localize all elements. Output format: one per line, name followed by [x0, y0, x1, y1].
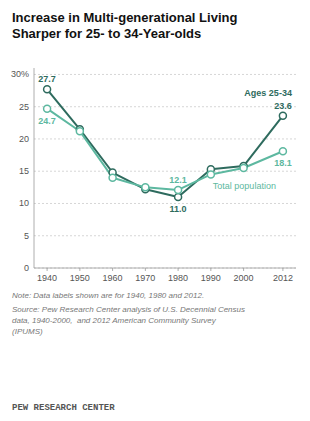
footer: PEW RESEARCH CENTER	[12, 403, 115, 413]
data-labels: 27.7 11.0 23.6 24.7 12.1 18.1	[38, 74, 291, 214]
y-tick-label: 15	[19, 166, 29, 176]
y-tick-label: 5	[24, 231, 29, 241]
x-tick-label: 1940	[37, 273, 57, 283]
x-tick-label: 1980	[168, 273, 188, 283]
source-line: data, 1940-2000, and 2012 American Commu…	[12, 316, 217, 325]
point	[175, 186, 182, 193]
grid-line	[34, 106, 296, 107]
data-label: 24.7	[38, 116, 56, 126]
point	[44, 86, 51, 93]
point	[142, 184, 149, 191]
series-line	[47, 89, 283, 197]
point	[279, 148, 286, 155]
y-tick-label: 20	[19, 134, 29, 144]
x-tick-label: 1950	[70, 273, 90, 283]
title: Increase in Multi-generational LivingSha…	[12, 10, 237, 41]
y-tick-label: 10	[19, 198, 29, 208]
source-line: Source: Pew Research Center analysis of …	[12, 305, 245, 314]
x-tick-label: 2000	[234, 273, 254, 283]
title-line: Increase in Multi-generational Living	[12, 10, 237, 25]
grid-line	[34, 171, 296, 172]
series-name: Total population	[213, 181, 276, 191]
x-tick-label: 1970	[135, 273, 155, 283]
grid-line	[34, 235, 296, 236]
point	[44, 105, 51, 112]
x-tick-label: 1990	[201, 273, 221, 283]
title-line: Sharper for 25- to 34-Year-olds	[12, 26, 201, 41]
x-tick	[282, 268, 283, 271]
data-label: 18.1	[274, 158, 292, 168]
point	[109, 174, 116, 181]
data-label: 23.6	[274, 101, 292, 111]
y-tick-label: 0	[24, 263, 29, 273]
series-name: Ages 25-34	[244, 88, 292, 98]
y-axis-line	[34, 68, 35, 268]
source: Source: Pew Research Center analysis of …	[12, 305, 245, 336]
x-tick-label: 2012	[273, 273, 293, 283]
x-tick-label: 1960	[103, 273, 123, 283]
grid-line	[34, 74, 296, 75]
grid-line	[34, 138, 296, 139]
point	[240, 165, 247, 172]
x-tick	[210, 268, 211, 271]
point	[76, 128, 83, 135]
data-label: 11.0	[170, 204, 187, 214]
y-tick-label: 30%	[11, 69, 29, 79]
x-tick	[112, 268, 113, 271]
x-tick	[178, 268, 179, 271]
y-grid	[34, 74, 296, 268]
plot-data	[44, 86, 287, 201]
x-tick	[243, 268, 244, 271]
data-label: 27.7	[38, 74, 56, 84]
point	[279, 112, 286, 119]
x-tick	[79, 268, 80, 271]
y-tick-label: 25	[19, 102, 29, 112]
x-tick	[145, 268, 146, 271]
grid-line	[34, 268, 296, 269]
x-axis-line	[34, 268, 296, 269]
series-line	[47, 109, 283, 190]
note: Note: Data labels shown are for 1940, 19…	[12, 291, 204, 300]
grid-line	[34, 203, 296, 204]
point	[207, 171, 214, 178]
chart: Increase in Multi-generational LivingSha…	[0, 0, 310, 421]
x-tick	[47, 268, 48, 271]
data-label: 12.1	[169, 175, 187, 185]
source-line: (IPUMS)	[12, 327, 43, 336]
point	[175, 194, 182, 201]
